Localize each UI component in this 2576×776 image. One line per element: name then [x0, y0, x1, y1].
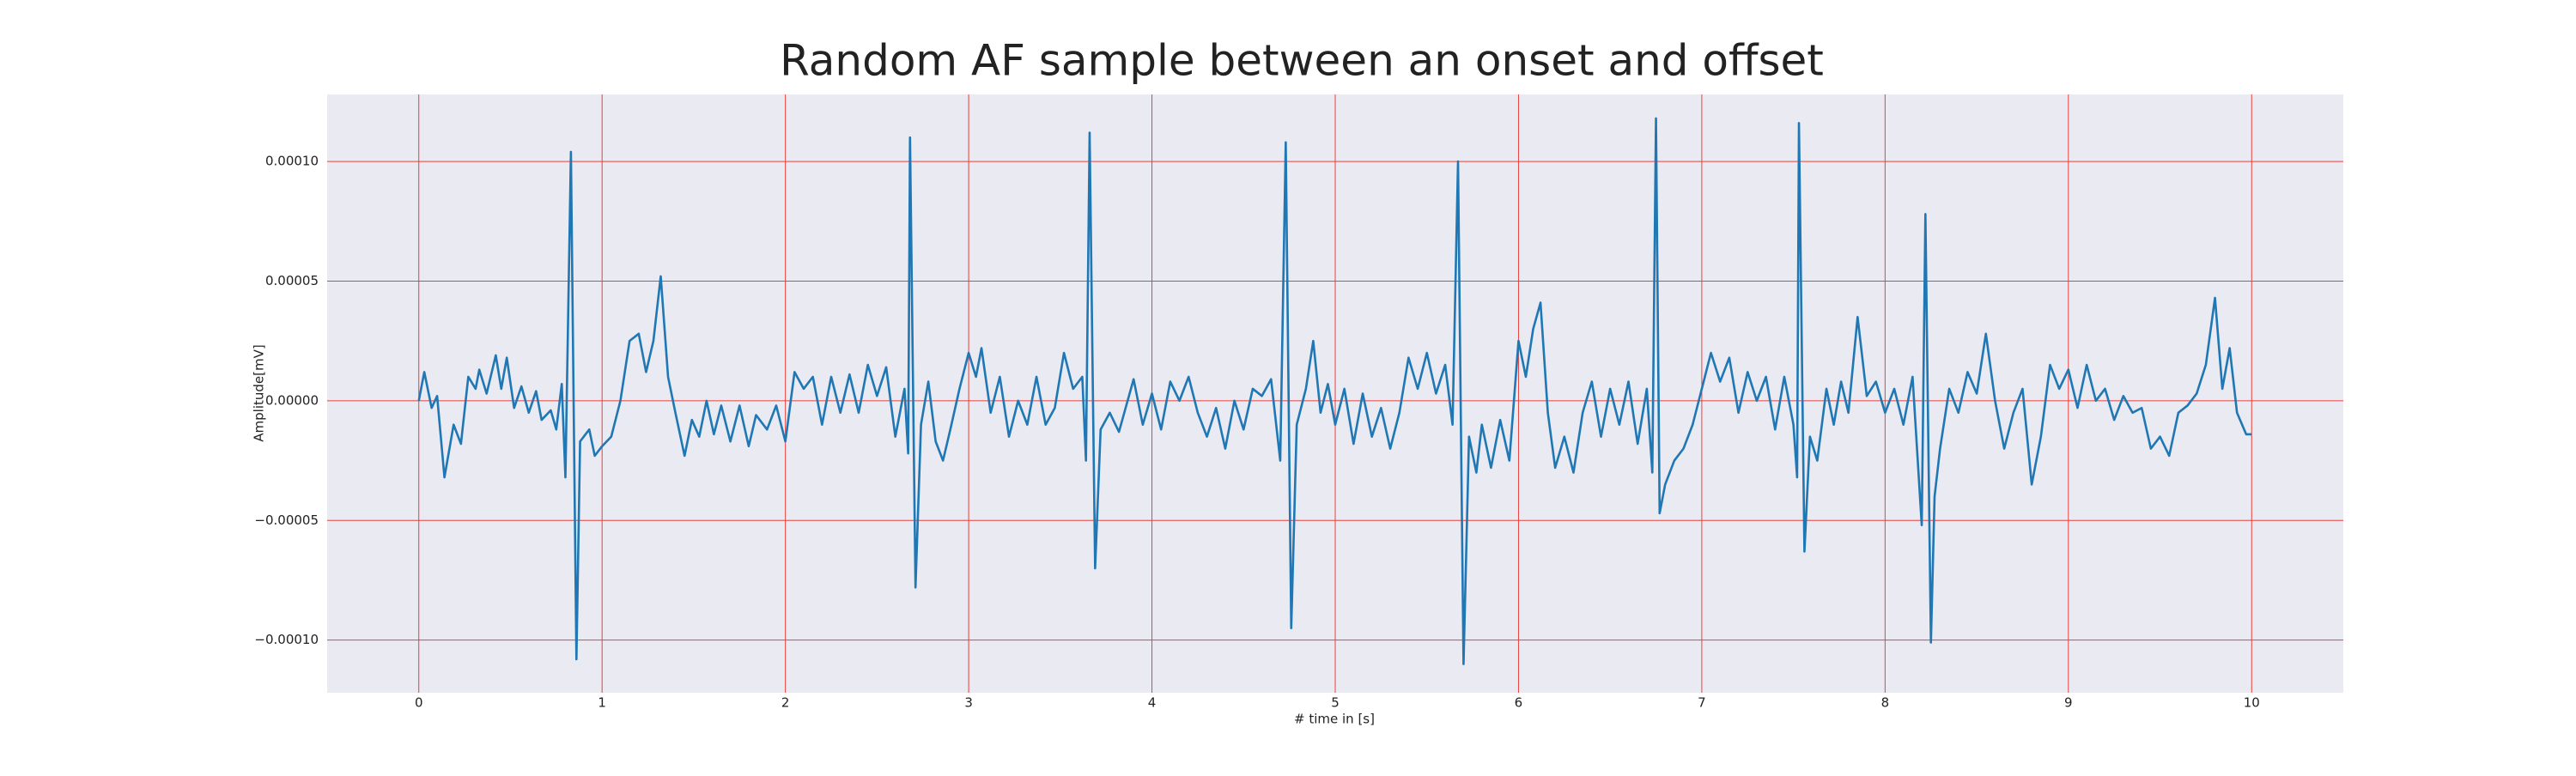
x-tick-label: 8 [1881, 695, 1890, 711]
y-tick-label: 0.00010 [265, 154, 319, 169]
y-axis-label: Amplitude[mV] [252, 344, 267, 441]
y-tick-label: −0.00010 [254, 632, 319, 647]
x-tick-label: 5 [1331, 695, 1340, 711]
x-tick-label: 3 [964, 695, 973, 711]
x-tick-label: 9 [2064, 695, 2073, 711]
x-tick-label: 10 [2244, 695, 2260, 711]
x-tick-label: 2 [781, 695, 790, 711]
signal-line [417, 117, 2252, 665]
x-axis-label: # time in [s] [1294, 712, 1375, 727]
y-tick-label: 0.00000 [265, 392, 319, 408]
x-tick-label: 4 [1148, 695, 1157, 711]
x-tick-label: 0 [415, 695, 423, 711]
y-tick-label: −0.00005 [254, 512, 319, 528]
chart-title: Random AF sample between an onset and of… [780, 36, 1824, 86]
y-tick-label: 0.00005 [265, 273, 319, 288]
x-tick-label: 1 [598, 695, 606, 711]
x-tick-label: 7 [1698, 695, 1706, 711]
x-tick-label: 6 [1515, 695, 1523, 711]
